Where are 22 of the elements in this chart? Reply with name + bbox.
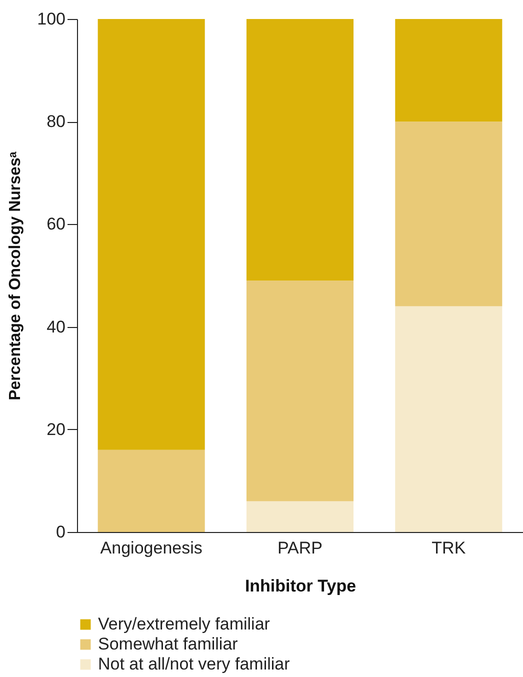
legend-label: Somewhat familiar	[98, 634, 238, 654]
x-axis-title: Inhibitor Type	[244, 576, 356, 596]
bar	[395, 306, 502, 532]
x-tick-label: TRK	[432, 538, 466, 558]
bar	[246, 501, 354, 532]
y-tick-label: 40	[46, 317, 66, 336]
y-tick-label: 20	[46, 420, 66, 439]
x-tick-label: Angiogenesis	[100, 538, 202, 558]
bar	[98, 450, 205, 532]
y-axis-title: Percentage of Oncology Nursesᵃ	[7, 152, 24, 400]
bar	[395, 19, 502, 122]
x-tick-label: PARP	[277, 538, 323, 558]
bar	[246, 280, 354, 502]
bar	[395, 122, 502, 306]
y-tick-label: 80	[46, 112, 66, 132]
y-tick-label: 60	[46, 214, 66, 234]
bar	[246, 19, 354, 281]
y-tick-label: 100	[37, 10, 66, 28]
legend-label: Not at all/not very familiar	[98, 654, 290, 674]
y-tick-label: 0	[56, 522, 66, 542]
legend-label: Very/extremely familiar	[98, 614, 270, 634]
bar	[98, 19, 205, 450]
